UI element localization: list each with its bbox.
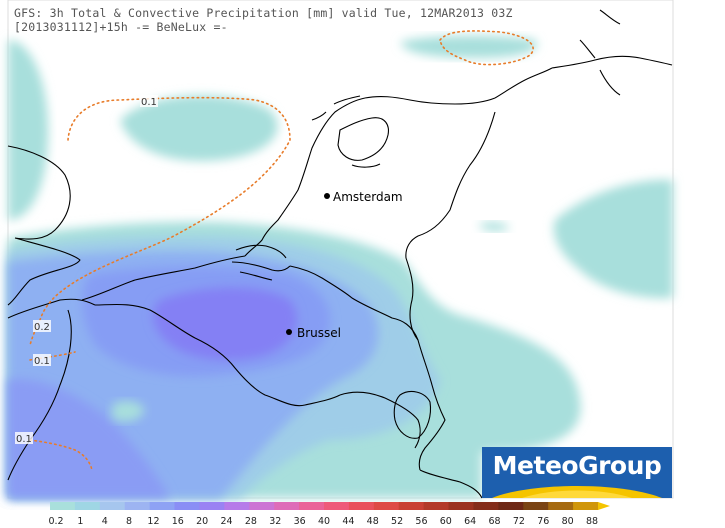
legend-tick-label: 8: [126, 516, 133, 527]
legend-tick-label: 20: [196, 516, 209, 527]
colorbar-segment: [423, 502, 450, 510]
city-brussel: Brussel: [286, 326, 341, 340]
legend-tick-label: 24: [220, 516, 233, 527]
contour-label-group: 0.1 0.2 0.1 0.1: [15, 95, 158, 445]
colorbar-segment: [149, 502, 176, 510]
colorbar-segment: [50, 502, 76, 510]
precip-cyan-hole: [112, 400, 145, 422]
colorbar-segment: [398, 502, 425, 510]
legend-colorbar: [50, 502, 610, 510]
legend-tick-label: 52: [391, 516, 404, 527]
colorbar-segment: [199, 502, 225, 510]
contour-label: 0.1: [34, 356, 50, 367]
legend-tick-label: 80: [561, 516, 574, 527]
contour-label: 0.2: [34, 322, 50, 333]
colorbar-segment: [99, 502, 126, 510]
contour-label: 0.1: [16, 434, 32, 445]
colorbar-segment: [373, 502, 400, 510]
precip-blue-12: [153, 287, 297, 360]
colorbar-segment: [523, 502, 549, 510]
precipitation-field: [8, 35, 673, 499]
colorbar-segment: [124, 502, 151, 510]
contour-label: 0.1: [141, 97, 157, 108]
precip-blue-8-sw: [8, 379, 170, 498]
colorbar-segment: [274, 502, 300, 510]
legend-tick-label: 0.2: [48, 516, 64, 527]
legend-tick-label: 48: [366, 516, 379, 527]
precip-cyan-ne: [400, 35, 538, 58]
city-label: Amsterdam: [333, 190, 403, 204]
colorbar-arrow: [598, 502, 610, 510]
colorbar-segment: [573, 502, 599, 510]
legend-tick-label: 44: [342, 516, 355, 527]
map-title: GFS: 3h Total & Convective Precipitation…: [14, 6, 513, 20]
city-marker: [286, 329, 292, 335]
city-label: Brussel: [297, 326, 341, 340]
colorbar-segment: [498, 502, 524, 510]
city-marker: [324, 193, 330, 199]
legend-tick-label: 16: [171, 516, 184, 527]
map-subtitle: [2013031112]+15h -= BeNeLux =-: [14, 20, 228, 34]
colorbar-segment: [448, 502, 474, 510]
legend-tick-label: 68: [488, 516, 501, 527]
legend-tick-label: 64: [464, 516, 477, 527]
colorbar-segment: [174, 502, 200, 510]
legend-tick-label: 32: [269, 516, 282, 527]
logo-text: MeteoGroup: [492, 451, 662, 480]
legend-tick-label: 60: [439, 516, 452, 527]
legend-tick-label: 36: [293, 516, 306, 527]
colorbar-segment: [473, 502, 499, 510]
legend-tick-label: 76: [537, 516, 550, 527]
colorbar-segment: [224, 502, 250, 510]
legend-tick-label: 40: [317, 516, 331, 527]
colorbar-segment: [548, 502, 574, 510]
colorbar-segment: [249, 502, 275, 510]
legend-tick-label: 28: [244, 516, 257, 527]
precip-cyan-north: [120, 95, 278, 161]
legend-tick-label: 88: [585, 516, 599, 527]
colorbar-segment: [348, 502, 375, 510]
colorbar-segment: [299, 502, 325, 510]
city-amsterdam: Amsterdam: [324, 190, 403, 204]
legend-tick-label: 12: [147, 516, 160, 527]
meteogroup-logo: MeteoGroup: [482, 447, 672, 498]
legend-tick-label: 1: [77, 516, 84, 527]
legend-tick-label: 72: [512, 516, 525, 527]
sun-icon: [492, 486, 662, 498]
precip-cyan-east: [553, 179, 673, 299]
coastlines: [7, 9, 673, 499]
colorbar-segment: [324, 502, 350, 510]
legend-tick-label: 4: [101, 516, 108, 527]
precip-cyan-blob: [478, 222, 510, 232]
colorbar-segment: [74, 502, 101, 510]
precip-cyan-left: [8, 40, 49, 220]
legend-tick-label: 56: [415, 516, 428, 527]
